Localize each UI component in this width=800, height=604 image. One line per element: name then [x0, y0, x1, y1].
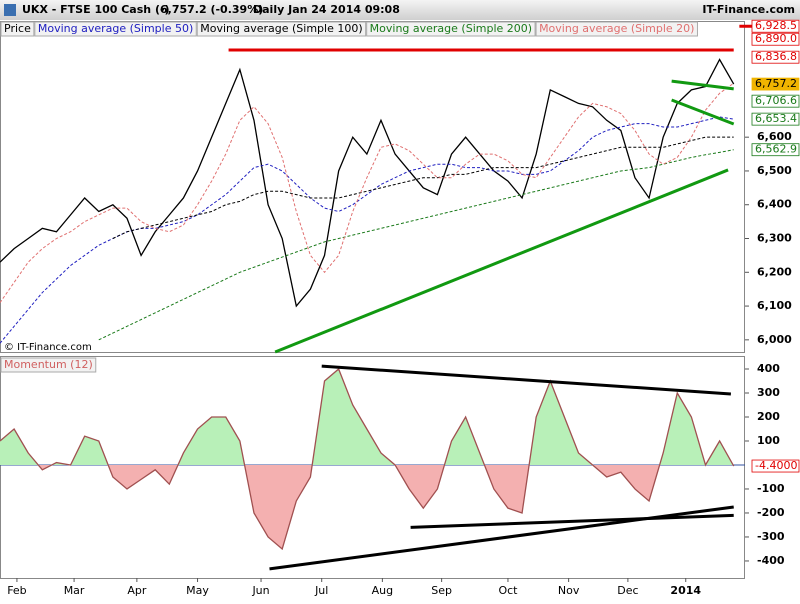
- value-marker-label: 6,706.6: [755, 94, 797, 107]
- site: IT-Finance.com: [702, 3, 795, 16]
- panel-title: Momentum (12): [4, 358, 93, 371]
- y-tick-label: 6,400: [757, 198, 792, 211]
- x-tick-label: 2014: [670, 584, 701, 597]
- momentum-panel: [0, 356, 745, 579]
- x-tick-label: Oct: [498, 584, 518, 597]
- price-panel: [0, 21, 745, 353]
- value-marker: [751, 77, 800, 91]
- series-line: [98, 149, 734, 341]
- value-marker: [751, 143, 800, 157]
- legend: Price Moving average (Simple 50) Moving av…: [0, 21, 698, 37]
- trendline: [269, 505, 734, 571]
- legend-label: Moving average (Simple 20): [539, 22, 694, 35]
- value-marker-label: 6,757.2: [755, 77, 797, 90]
- series-line: [112, 136, 734, 239]
- trendline: [671, 98, 735, 126]
- legend-box: [366, 21, 536, 37]
- y-tick-label: 200: [757, 410, 780, 423]
- value-marker: [751, 50, 800, 64]
- value-marker-label: 6,653.4: [755, 112, 797, 125]
- x-tick-label: Apr: [127, 584, 147, 597]
- period: Daily Jan 24 2014 09:08: [253, 3, 400, 16]
- legend-label: Moving average (Simple 50): [38, 22, 193, 35]
- legend-box: [34, 21, 197, 37]
- y-tick-label: 100: [757, 434, 780, 447]
- x-tick-label: Aug: [372, 584, 393, 597]
- series-line: [0, 82, 735, 303]
- y-tick-label: 300: [757, 386, 780, 399]
- series-line: [0, 367, 735, 551]
- y-tick-label: -100: [757, 482, 785, 495]
- value-marker-label: 6,562.9: [755, 143, 797, 156]
- price-line: [0, 58, 735, 308]
- y-tick-label: 6,200: [757, 265, 792, 278]
- y-tick-label: 6,500: [757, 164, 792, 177]
- x-tick-label: May: [186, 584, 209, 597]
- x-tick-label: Jul: [314, 584, 328, 597]
- trendline: [410, 513, 734, 529]
- change: 6,757.2 (-0.39%): [160, 3, 263, 16]
- legend-box: [0, 21, 35, 37]
- x-tick-label: Feb: [7, 584, 26, 597]
- value-marker-label: -4.4000: [755, 459, 797, 472]
- legend-label: Moving average (Simple 200): [370, 22, 532, 35]
- y-tick-label: -200: [757, 506, 785, 519]
- trendline: [274, 168, 729, 354]
- legend-label: Moving average (Simple 100): [200, 22, 362, 35]
- header-icon: [4, 4, 16, 16]
- y-tick-label: -400: [757, 554, 785, 567]
- trendline: [321, 364, 731, 396]
- copyright: © IT-Finance.com: [4, 342, 92, 353]
- value-marker-label: 6,890.0: [755, 32, 797, 45]
- value-marker: [751, 94, 800, 108]
- x-tick-label: Jun: [251, 584, 269, 597]
- y-tick-label: 6,300: [757, 232, 792, 245]
- trendline: [671, 79, 734, 91]
- y-tick-label: -300: [757, 530, 785, 543]
- value-marker: [751, 112, 800, 126]
- y-tick-label: 6,000: [757, 333, 792, 346]
- header-bar: [0, 0, 800, 20]
- legend-box: [196, 21, 367, 37]
- legend-box: [535, 21, 698, 37]
- value-marker: [751, 19, 800, 33]
- series-line: [0, 116, 734, 344]
- value-marker-label: 6,836.8: [755, 50, 797, 63]
- y-tick-label: 6,100: [757, 299, 792, 312]
- y-tick-label: 400: [757, 362, 780, 375]
- value-marker: [751, 459, 800, 473]
- legend-label: Price: [4, 22, 31, 35]
- symbol: UKX - FTSE 100 Cash (-): [22, 3, 170, 16]
- y-tick-label: 6,600: [757, 130, 792, 143]
- value-marker-label: 6,928.5: [755, 19, 797, 32]
- x-tick-label: Nov: [558, 584, 580, 597]
- x-tick-label: Dec: [617, 584, 638, 597]
- area-positive: [0, 368, 734, 465]
- x-tick-label: Sep: [431, 584, 452, 597]
- x-tick-label: Mar: [64, 584, 85, 597]
- panel-title-box: [0, 357, 97, 373]
- value-marker: [751, 32, 800, 46]
